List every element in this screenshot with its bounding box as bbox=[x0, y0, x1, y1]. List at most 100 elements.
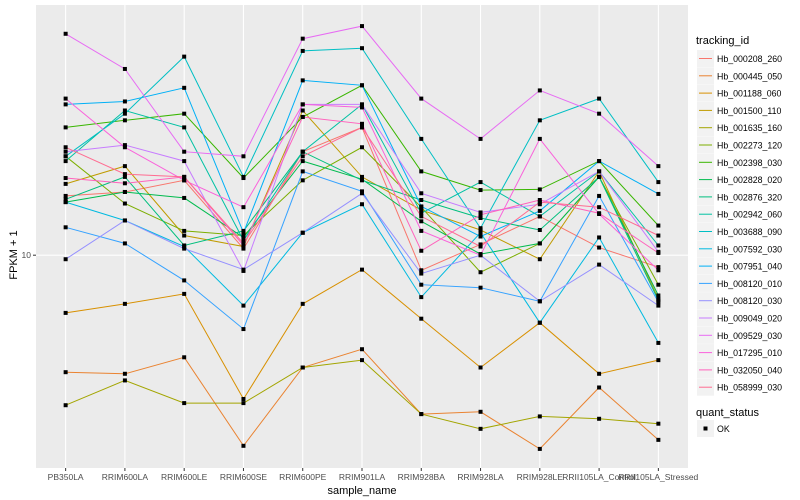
y-axis-title: FPKM + 1 bbox=[8, 230, 20, 279]
data-point bbox=[656, 358, 661, 363]
data-point bbox=[122, 378, 127, 383]
legend-label: Hb_007592_030 bbox=[717, 244, 782, 254]
data-point bbox=[597, 262, 602, 267]
data-point bbox=[241, 243, 246, 248]
legend-label: Hb_009529_030 bbox=[717, 331, 782, 341]
x-tick-label: RRII105LA_Stressed bbox=[618, 472, 698, 482]
legend-item: Hb_009529_030 bbox=[697, 326, 782, 344]
x-tick-label: RRIM600LE bbox=[161, 472, 208, 482]
data-point bbox=[478, 270, 483, 275]
data-point bbox=[63, 193, 68, 198]
data-point bbox=[478, 234, 483, 239]
data-point bbox=[300, 114, 305, 119]
data-point bbox=[656, 282, 661, 287]
data-point bbox=[656, 233, 661, 238]
data-point bbox=[537, 320, 542, 325]
data-point bbox=[478, 180, 483, 185]
data-point bbox=[419, 271, 424, 276]
legend-label: Hb_007951_040 bbox=[717, 262, 782, 272]
legend-label: Hb_001635_160 bbox=[717, 123, 782, 133]
data-point bbox=[122, 201, 127, 206]
data-point bbox=[360, 267, 364, 272]
data-point bbox=[537, 257, 542, 262]
data-point bbox=[241, 205, 246, 210]
data-point bbox=[656, 268, 661, 273]
data-point bbox=[419, 211, 424, 216]
data-point bbox=[182, 149, 187, 154]
data-point bbox=[122, 99, 127, 104]
legend: Hb_000208_260 Hb_000445_050 Hb_001188_060 H… bbox=[697, 50, 782, 396]
x-axis-ticks: PB350LA RRIM600LA RRIM600LE RRIM600SE RRIM60… bbox=[48, 468, 699, 482]
data-point bbox=[478, 409, 483, 414]
data-point bbox=[419, 96, 424, 101]
data-point bbox=[597, 235, 602, 240]
data-point bbox=[63, 102, 68, 107]
legend-item: Hb_001635_160 bbox=[697, 119, 782, 137]
data-point bbox=[122, 174, 127, 179]
data-point bbox=[597, 159, 602, 164]
legend-item: Hb_001500_110 bbox=[697, 101, 782, 119]
data-point bbox=[656, 340, 661, 345]
data-point bbox=[419, 219, 424, 224]
data-point bbox=[63, 149, 68, 154]
data-point bbox=[300, 48, 305, 53]
legend-item: Hb_008120_010 bbox=[697, 274, 782, 292]
data-point bbox=[241, 268, 246, 273]
data-point bbox=[182, 54, 187, 59]
data-point bbox=[122, 143, 127, 148]
legend-item: Hb_007951_040 bbox=[697, 257, 782, 275]
data-point bbox=[182, 244, 187, 249]
data-point bbox=[419, 316, 424, 321]
data-point bbox=[63, 159, 68, 164]
data-point bbox=[656, 223, 661, 228]
data-point bbox=[300, 230, 305, 235]
data-point bbox=[360, 174, 364, 179]
data-point bbox=[182, 159, 187, 164]
data-point bbox=[63, 125, 68, 130]
legend-item: Hb_001188_060 bbox=[697, 84, 782, 102]
data-point bbox=[360, 24, 364, 29]
data-point bbox=[478, 226, 483, 231]
data-point bbox=[182, 178, 187, 183]
data-point bbox=[182, 228, 187, 233]
data-point bbox=[478, 210, 483, 215]
data-point bbox=[656, 180, 661, 185]
y-axis-ticks: 10 bbox=[22, 250, 36, 260]
data-point bbox=[300, 301, 305, 306]
data-point bbox=[537, 208, 542, 213]
data-point bbox=[537, 200, 542, 205]
data-point bbox=[597, 205, 602, 210]
data-point bbox=[182, 174, 187, 179]
data-point bbox=[419, 295, 424, 300]
data-point bbox=[182, 246, 187, 251]
data-point bbox=[537, 202, 542, 207]
data-point bbox=[537, 446, 542, 451]
data-point bbox=[419, 214, 424, 219]
data-point bbox=[182, 125, 187, 130]
data-point bbox=[656, 243, 661, 248]
data-point bbox=[241, 327, 246, 332]
data-point bbox=[597, 174, 602, 179]
data-point bbox=[182, 85, 187, 90]
data-point bbox=[63, 145, 68, 150]
data-point bbox=[241, 230, 246, 235]
data-point bbox=[478, 285, 483, 290]
data-point bbox=[656, 300, 661, 305]
data-point bbox=[478, 136, 483, 141]
data-point bbox=[537, 227, 542, 232]
data-point bbox=[63, 257, 68, 262]
data-point bbox=[656, 303, 661, 308]
legend-title: tracking_id bbox=[696, 35, 749, 47]
data-point bbox=[63, 200, 68, 205]
x-tick-label: RRII105LA_Control bbox=[562, 472, 636, 482]
data-point bbox=[597, 371, 602, 376]
data-point bbox=[419, 191, 424, 196]
data-point bbox=[63, 181, 68, 186]
legend-label: Hb_009049_020 bbox=[717, 314, 782, 324]
data-point bbox=[122, 164, 127, 169]
data-point bbox=[478, 365, 483, 370]
x-tick-label: RRIM928LA bbox=[457, 472, 504, 482]
x-tick-label: RRIM928BA bbox=[398, 472, 446, 482]
